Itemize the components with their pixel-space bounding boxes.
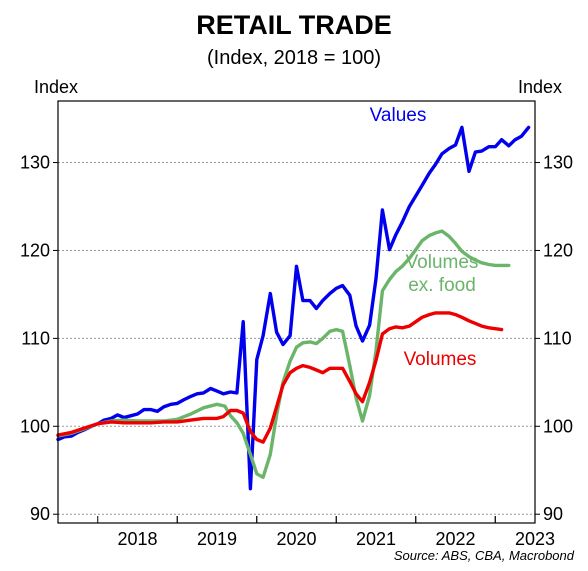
y-tick-label-right: 110 [543, 328, 572, 348]
y-tick-label-right: 100 [543, 416, 573, 436]
y-tick-label-left: 100 [20, 416, 50, 436]
series-lines [56, 125, 531, 491]
chart-subtitle: (Index, 2018 = 100) [207, 47, 381, 69]
y-tick-label-right: 120 [543, 240, 573, 260]
y-tick-label-left: 120 [20, 240, 50, 260]
x-tick-label-2023: 2023 [515, 529, 555, 549]
y-axis-label-left: Index [34, 77, 78, 97]
plot-frame [57, 100, 536, 524]
axis-ticks: 90 90 100 100 110 110 120 120 130 130 2018 2019 2020… [20, 153, 573, 549]
y-tick-label-right: 90 [543, 504, 563, 524]
series-label-values: Values [370, 105, 427, 126]
chart-title: RETAIL TRADE [196, 10, 392, 40]
series-line-values [56, 125, 531, 491]
y-tick-label-left: 90 [30, 504, 50, 524]
y-tick-label-right: 130 [543, 153, 573, 173]
y-tick-label-left: 110 [21, 328, 50, 348]
series-label-volumes-ex-food: Volumes [406, 252, 479, 273]
x-tick-label-2018: 2018 [117, 529, 157, 549]
x-tick-label-2020: 2020 [276, 529, 316, 549]
x-tick-label-2022: 2022 [435, 529, 475, 549]
series-label-volumes: Volumes [404, 349, 477, 370]
gridlines [58, 162, 535, 515]
y-tick-label-left: 130 [20, 153, 50, 173]
series-line-volumes [56, 311, 504, 444]
series-line-volumes-ex-food [56, 229, 511, 479]
series-label-volumes-ex-food: ex. food [408, 275, 476, 296]
x-tick-label-2019: 2019 [197, 529, 237, 549]
y-axis-label-right: Index [518, 77, 562, 97]
source-note: Source: ABS, CBA, Macrobond [394, 548, 575, 563]
x-tick-label-2021: 2021 [356, 529, 396, 549]
